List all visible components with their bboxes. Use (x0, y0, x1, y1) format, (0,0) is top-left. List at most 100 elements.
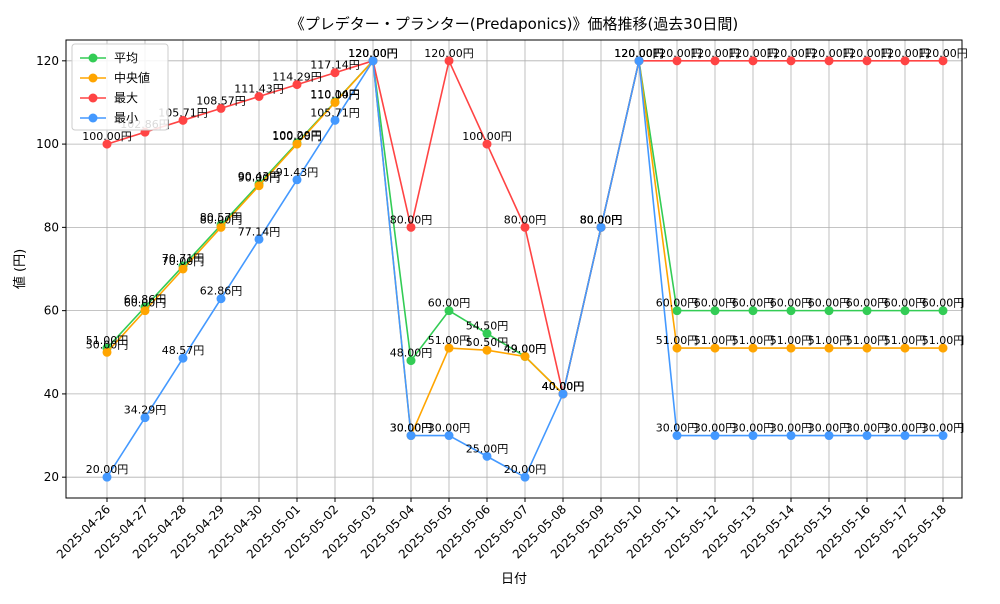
data-point (748, 56, 758, 66)
data-label: 120.00円 (348, 47, 398, 60)
data-label: 62.86円 (200, 285, 243, 298)
data-label: 60.86円 (124, 293, 167, 306)
data-point (406, 431, 416, 441)
data-point (748, 306, 758, 316)
data-label: 30.00円 (390, 422, 433, 435)
data-label: 80.00円 (580, 213, 623, 226)
data-label: 114.29円 (272, 71, 322, 84)
data-point (254, 92, 264, 102)
data-label: 60.00円 (428, 297, 471, 310)
data-point (520, 351, 530, 361)
data-point (558, 389, 568, 399)
y-tick-label: 60 (44, 304, 59, 318)
plot-frame (65, 39, 963, 499)
data-point (672, 306, 682, 316)
data-point (330, 68, 340, 78)
data-label: 120.00円 (614, 47, 664, 60)
data-point (900, 343, 910, 353)
data-point (444, 56, 454, 66)
data-label: 48.57円 (162, 344, 205, 357)
data-point (748, 431, 758, 441)
data-point (900, 56, 910, 66)
data-label: 51.00円 (808, 334, 851, 347)
data-label: 100.00円 (82, 130, 132, 143)
data-label: 30.00円 (770, 422, 813, 435)
data-label: 30.00円 (846, 422, 889, 435)
data-label: 20.00円 (86, 463, 129, 476)
data-point (824, 343, 834, 353)
data-point (178, 353, 188, 363)
data-label: 117.14円 (310, 59, 360, 72)
data-point (482, 139, 492, 149)
data-label: 120.00円 (804, 47, 854, 60)
data-point (102, 472, 112, 482)
data-point (292, 139, 302, 149)
data-label: 77.14円 (238, 225, 281, 238)
data-point (710, 306, 720, 316)
data-point (786, 343, 796, 353)
chart-title: 《プレデター・プランター(Predaponics)》価格推移(過去30日間) (290, 15, 739, 33)
data-point (900, 306, 910, 316)
data-label: 51.00円 (428, 334, 471, 347)
y-tick-label: 20 (44, 470, 59, 484)
data-label: 30.00円 (732, 422, 775, 435)
data-point (254, 181, 264, 191)
data-label: 54.50円 (466, 320, 509, 333)
data-point (824, 306, 834, 316)
data-label: 120.00円 (728, 47, 778, 60)
data-label: 51.00円 (770, 334, 813, 347)
data-label: 48.00円 (390, 347, 433, 360)
data-label: 51.00円 (656, 334, 699, 347)
data-label: 120.00円 (766, 47, 816, 60)
data-point (482, 329, 492, 339)
data-label: 60.00円 (770, 297, 813, 310)
data-label: 80.00円 (390, 213, 433, 226)
data-point (824, 56, 834, 66)
data-label: 80.00円 (504, 213, 547, 226)
data-point (710, 343, 720, 353)
data-label: 60.00円 (884, 297, 927, 310)
legend-entry: 中央値 (114, 70, 150, 85)
data-label: 60.00円 (808, 297, 851, 310)
data-label: 100.00円 (462, 130, 512, 143)
data-label: 100.29円 (272, 129, 322, 142)
data-label: 90.00円 (238, 172, 281, 185)
data-point (786, 56, 796, 66)
data-label: 70.71円 (162, 252, 205, 265)
data-point (482, 451, 492, 461)
y-tick-label: 120 (36, 54, 59, 68)
data-label: 70.00円 (162, 255, 205, 268)
data-label: 60.00円 (124, 297, 167, 310)
data-label: 120.00円 (614, 47, 664, 60)
y-axis-title: 値 (円) (12, 249, 28, 289)
data-point (482, 345, 492, 355)
data-point (596, 222, 606, 232)
data-label: 51.00円 (922, 334, 965, 347)
legend-box (71, 43, 169, 131)
data-label: 91.43円 (276, 166, 319, 179)
data-point (216, 103, 226, 113)
data-point (406, 356, 416, 366)
legend-marker (88, 53, 98, 63)
data-label: 110.00円 (310, 88, 360, 101)
data-label: 105.71円 (310, 106, 360, 119)
data-label: 60.00円 (922, 297, 965, 310)
data-label: 120.00円 (348, 47, 398, 60)
data-point (710, 56, 720, 66)
data-label: 34.29円 (124, 404, 167, 417)
data-label: 108.57円 (196, 94, 246, 107)
data-label: 120.00円 (424, 47, 474, 60)
data-label: 60.00円 (694, 297, 737, 310)
data-point (672, 56, 682, 66)
data-point (938, 306, 948, 316)
data-label: 25.00円 (466, 442, 509, 455)
data-label: 40.00円 (542, 380, 585, 393)
data-label: 120.00円 (614, 47, 664, 60)
data-label: 51.00円 (846, 334, 889, 347)
data-point (406, 222, 416, 232)
data-point (786, 431, 796, 441)
data-point (824, 431, 834, 441)
data-label: 111.43円 (234, 83, 284, 96)
